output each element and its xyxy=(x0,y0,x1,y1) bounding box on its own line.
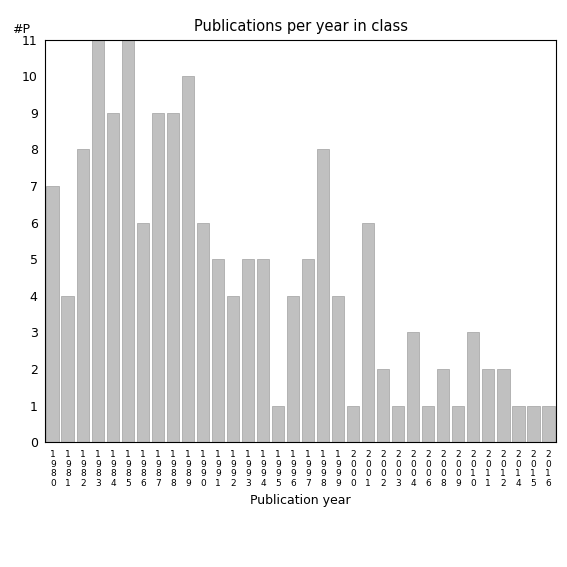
Bar xyxy=(527,405,540,442)
Bar xyxy=(497,369,510,442)
Bar xyxy=(181,77,194,442)
Bar xyxy=(197,223,209,442)
Bar xyxy=(376,369,390,442)
Bar xyxy=(422,405,434,442)
Bar xyxy=(257,259,269,442)
Bar xyxy=(407,332,420,442)
Bar xyxy=(211,259,225,442)
Bar xyxy=(121,40,134,442)
Bar xyxy=(542,405,555,442)
Bar xyxy=(107,113,119,442)
Bar xyxy=(346,405,359,442)
X-axis label: Publication year: Publication year xyxy=(250,493,351,506)
Bar xyxy=(46,186,59,442)
Bar xyxy=(362,223,374,442)
Bar xyxy=(482,369,494,442)
Text: #P: #P xyxy=(12,23,30,36)
Bar xyxy=(316,150,329,442)
Bar xyxy=(392,405,404,442)
Bar xyxy=(272,405,285,442)
Bar xyxy=(302,259,314,442)
Bar xyxy=(167,113,179,442)
Bar xyxy=(467,332,480,442)
Bar xyxy=(137,223,149,442)
Title: Publications per year in class: Publications per year in class xyxy=(193,19,408,35)
Bar xyxy=(512,405,524,442)
Bar xyxy=(287,296,299,442)
Bar xyxy=(437,369,450,442)
Bar xyxy=(91,40,104,442)
Bar xyxy=(61,296,74,442)
Bar xyxy=(151,113,164,442)
Bar xyxy=(332,296,344,442)
Bar xyxy=(77,150,89,442)
Bar xyxy=(227,296,239,442)
Bar xyxy=(452,405,464,442)
Bar xyxy=(242,259,255,442)
